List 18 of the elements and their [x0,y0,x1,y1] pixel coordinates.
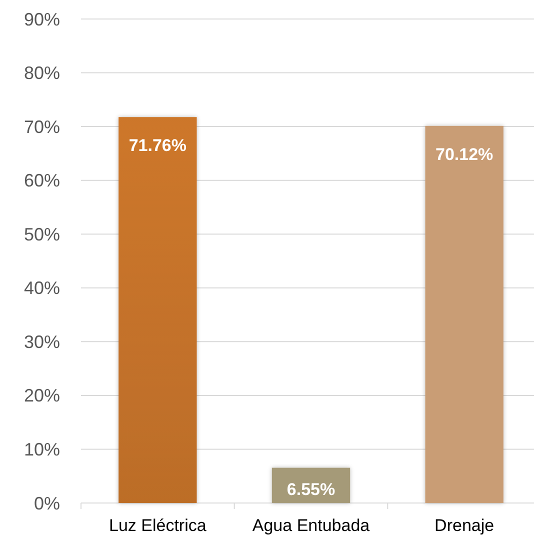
y-tick-label: 90% [24,9,60,30]
bar [118,117,197,503]
y-tick-label: 50% [24,224,60,244]
y-tick-label: 30% [24,332,60,352]
y-tick-label: 20% [24,386,60,406]
data-label: 71.76% [128,136,187,156]
y-tick-label: 0% [34,493,60,514]
y-tick-label: 60% [24,170,60,191]
data-label: 70.12% [435,144,494,164]
y-tick-label: 80% [24,63,60,84]
y-tick-label: 40% [24,278,60,298]
data-label: 6.55% [286,480,336,499]
y-tick-label: 70% [24,116,60,137]
x-tick-label: Agua Entubada [252,516,370,535]
bar [425,126,504,503]
x-tick-label: Luz Eléctrica [109,516,207,535]
y-tick-label: 10% [24,440,60,460]
x-tick-label: Drenaje [434,516,494,535]
